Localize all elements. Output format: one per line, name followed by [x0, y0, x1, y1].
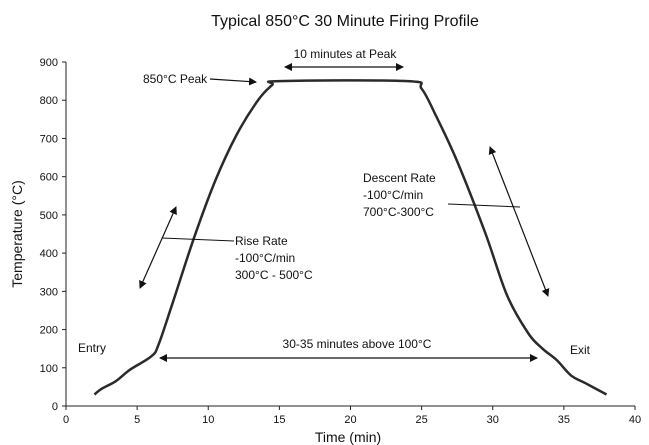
y-tick-label: 700	[40, 133, 58, 145]
y-tick-label: 200	[40, 325, 58, 337]
x-tick-label: 10	[202, 414, 214, 426]
exit-label: Exit	[570, 343, 591, 357]
y-axis-label: Temperature (°C)	[9, 180, 25, 288]
descent-rate-value: -100°C/min	[363, 188, 423, 202]
rise-rate-arrow	[139, 206, 177, 289]
descent-rate-arrow	[488, 146, 550, 297]
plot-area: 0 5 10 15 20 25 30 35 40010020030040050060070080…	[40, 57, 641, 426]
rise-rate-leader	[161, 237, 235, 242]
y-tick-label: 0	[52, 401, 58, 413]
x-tick-label: 35	[558, 414, 570, 426]
x-tick-label: 25	[416, 414, 428, 426]
x-tick-label: 40	[629, 414, 641, 426]
chart-title: Typical 850°C 30 Minute Firing Profile	[211, 13, 479, 30]
y-tick-label: 100	[40, 363, 58, 375]
axis-ticks: 0 5 10 15 20 25 30 35 40010020030040050060070080…	[40, 57, 641, 426]
descent-rate-title: Descent Rate	[363, 171, 436, 185]
descent-rate-range: 700°C-300°C	[363, 205, 434, 219]
y-tick-label: 300	[40, 286, 58, 298]
x-tick-label: 0	[63, 414, 69, 426]
y-tick-label: 800	[40, 95, 58, 107]
y-tick-label: 900	[40, 57, 58, 69]
peak-label: 850°C Peak	[143, 72, 208, 86]
above-100-label: 30-35 minutes above 100°C	[283, 337, 432, 351]
y-tick-label: 500	[40, 210, 58, 222]
x-axis-label: Time (min)	[315, 429, 381, 445]
y-tick-label: 400	[40, 248, 58, 260]
rise-rate-range: 300°C - 500°C	[235, 268, 313, 282]
rise-rate-title: Rise Rate	[235, 234, 288, 248]
firing-profile-line	[93, 79, 608, 396]
entry-label: Entry	[78, 341, 106, 355]
x-tick-label: 20	[344, 414, 356, 426]
x-tick-label: 5	[134, 414, 140, 426]
x-tick-label: 30	[487, 414, 499, 426]
rise-rate-value: -100°C/min	[235, 251, 295, 265]
y-tick-label: 600	[40, 172, 58, 184]
x-tick-label: 15	[273, 414, 285, 426]
descent-rate-leader	[447, 203, 521, 208]
peak-arrow	[209, 77, 257, 86]
peak-duration-label: 10 minutes at Peak	[294, 47, 398, 61]
